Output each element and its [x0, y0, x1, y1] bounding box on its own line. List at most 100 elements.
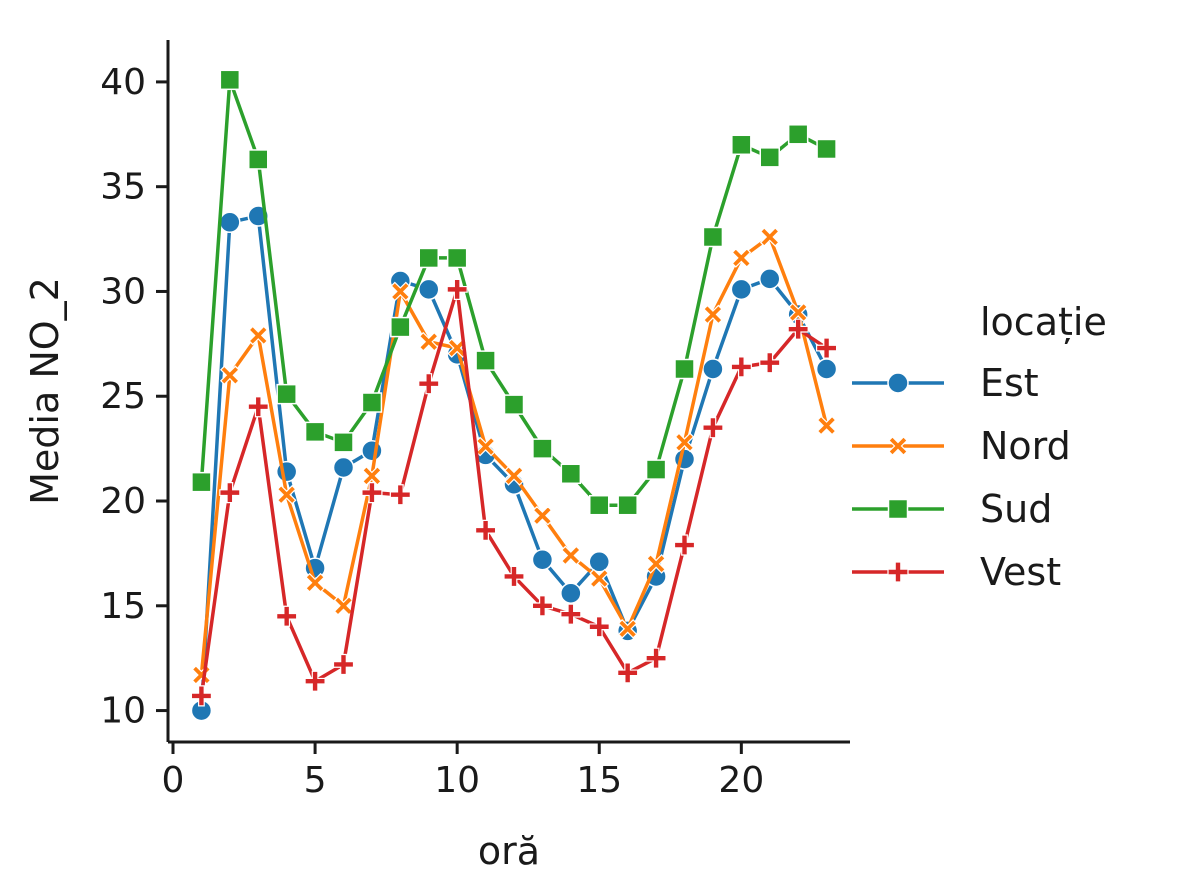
data-point: [730, 356, 752, 378]
data-point: [787, 124, 809, 145]
data-point: [816, 415, 837, 436]
data-point: [503, 565, 525, 588]
series-vest: [190, 278, 838, 707]
legend-marker: [887, 561, 909, 583]
data-point: [617, 494, 638, 516]
y-tick-label: 20: [100, 481, 146, 522]
x-tick-label: 10: [434, 760, 480, 801]
data-point: [248, 325, 269, 346]
data-point: [504, 466, 524, 486]
data-point: [418, 247, 439, 269]
data-point: [532, 438, 553, 459]
data-point: [560, 545, 581, 566]
data-point: [788, 302, 809, 323]
legend-item-vest: Vest: [852, 550, 1061, 594]
data-point: [702, 226, 724, 248]
data-point: [674, 358, 695, 380]
data-point: [759, 227, 780, 247]
legend-item-nord: Nord: [852, 424, 1071, 468]
data-point: [475, 350, 496, 371]
data-point: [390, 316, 411, 338]
y-tick-label: 30: [100, 271, 146, 312]
x-tick-label: 20: [718, 760, 764, 801]
legend-label: Vest: [980, 550, 1061, 594]
legend-label: Nord: [980, 424, 1071, 468]
legend-item-est: Est: [852, 361, 1039, 405]
legend-title: locație: [980, 300, 1107, 344]
data-point: [617, 618, 638, 639]
y-tick-label: 15: [100, 586, 146, 627]
data-point: [815, 337, 838, 359]
data-point: [418, 373, 440, 395]
data-point: [390, 281, 411, 302]
data-point: [418, 331, 439, 352]
data-point: [560, 603, 582, 625]
y-tick-label: 35: [100, 167, 146, 208]
data-point: [474, 519, 497, 541]
data-point: [702, 358, 724, 380]
data-point: [362, 466, 382, 486]
data-point: [190, 685, 213, 707]
data-point: [560, 582, 582, 604]
legend: locație Est Nord Sud Vest: [852, 300, 1107, 594]
data-point: [333, 432, 354, 453]
x-tick-label: 5: [304, 760, 327, 801]
data-point: [305, 572, 325, 593]
data-point: [332, 653, 355, 676]
y-tick-label: 25: [100, 376, 146, 417]
data-point: [560, 463, 582, 485]
data-point: [730, 278, 753, 301]
y-tick-label: 40: [100, 62, 146, 103]
x-tick-label: 0: [162, 760, 185, 801]
data-point: [759, 147, 780, 168]
data-point: [248, 149, 269, 170]
data-point: [645, 647, 667, 669]
data-point: [361, 392, 383, 413]
data-point: [646, 554, 666, 574]
plot-area: [190, 69, 838, 722]
legend-item-sud: Sud: [852, 487, 1052, 531]
data-point: [674, 432, 695, 453]
y-axis: 10 15 20 25 30 35 40: [100, 40, 170, 742]
data-point: [389, 484, 411, 506]
data-point: [532, 505, 553, 526]
legend-label: Est: [980, 361, 1039, 405]
data-point: [588, 616, 610, 638]
data-point: [276, 605, 298, 627]
y-tick-label: 10: [100, 691, 146, 732]
data-point: [219, 69, 241, 91]
data-point: [219, 211, 241, 234]
data-point: [276, 383, 297, 405]
data-point: [759, 268, 781, 290]
data-point: [815, 358, 838, 380]
data-point: [219, 482, 241, 504]
data-point: [446, 247, 468, 269]
data-point: [304, 670, 326, 692]
legend-label: Sud: [980, 487, 1052, 531]
data-point: [702, 417, 724, 439]
data-point: [191, 471, 212, 493]
series-line: [199, 235, 829, 676]
x-tick-label: 15: [576, 760, 622, 801]
data-point: [589, 494, 610, 516]
x-axis: 0 5 10 15 20: [162, 740, 850, 801]
data-point: [418, 278, 440, 301]
data-point: [332, 456, 355, 479]
x-axis-title: oră: [478, 829, 540, 873]
data-point: [446, 278, 468, 300]
data-point: [816, 138, 837, 160]
data-point: [531, 595, 554, 617]
data-point: [703, 304, 723, 325]
data-point: [731, 248, 752, 268]
legend-marker: [887, 372, 909, 394]
series-sud: [191, 69, 837, 516]
data-point: [617, 662, 639, 684]
series-est: [190, 205, 838, 722]
legend-marker: [888, 436, 908, 456]
data-point: [759, 352, 781, 374]
data-point: [645, 459, 667, 480]
data-point: [787, 318, 809, 340]
data-point: [247, 396, 269, 418]
data-point: [531, 548, 554, 571]
